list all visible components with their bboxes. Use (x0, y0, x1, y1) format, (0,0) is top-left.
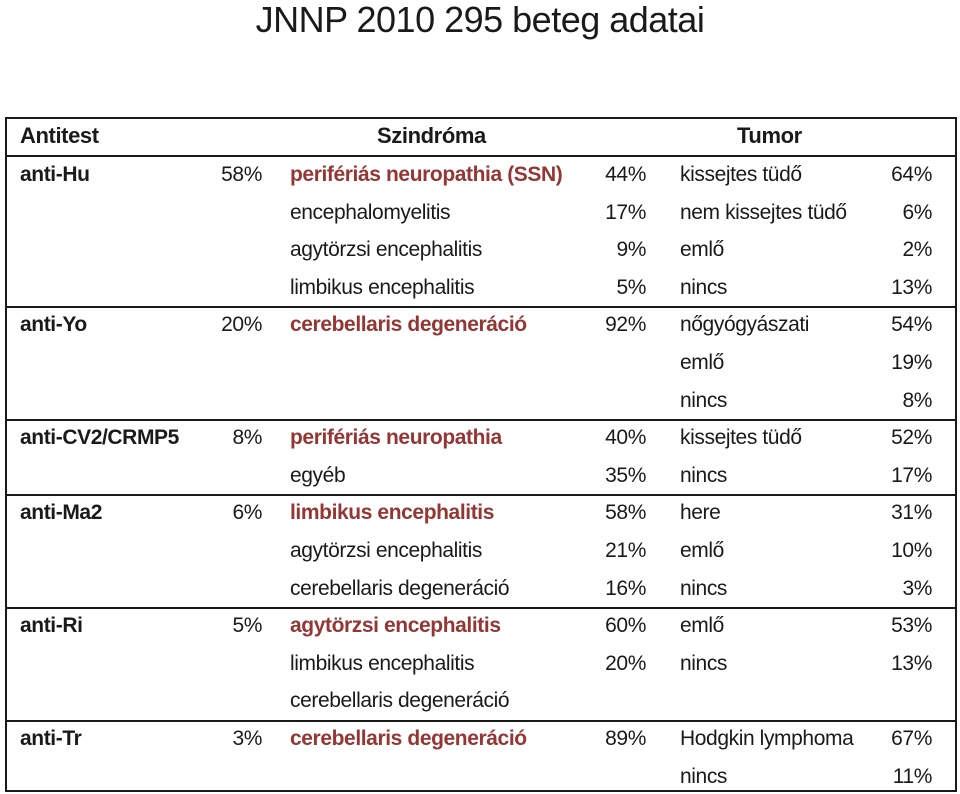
syndrome-percent: 58% (605, 501, 646, 525)
column-header-syndrome: Szindróma (377, 123, 486, 148)
tumor-percent: 64% (891, 163, 932, 186)
column-header-antibody: Antitest (20, 123, 99, 148)
syndrome-percent: 40% (605, 426, 646, 450)
tumor-percent: 52% (891, 426, 932, 450)
syndrome-percent: 17% (605, 200, 646, 224)
data-table (5, 117, 957, 792)
page-title: JNNP 2010 295 beteg adatai (255, 0, 705, 40)
tumor-name: nincs (680, 576, 728, 600)
antibody-name: anti-Ri (20, 614, 83, 638)
tumor-percent: 13% (891, 275, 932, 299)
tumor-name: Hodgkin lymphoma (680, 727, 854, 750)
tumor-percent: 67% (891, 727, 932, 750)
syndrome-percent: 44% (605, 163, 646, 186)
group-separator (5, 306, 957, 308)
syndrome-percent: 35% (605, 463, 646, 487)
syndrome-name: cerebellaris degeneráció (290, 576, 510, 600)
syndrome-name: egyéb (290, 463, 346, 487)
tumor-name: emlő (680, 539, 724, 562)
antibody-percent: 8% (232, 426, 262, 450)
antibody-percent: 20% (221, 313, 262, 337)
tumor-percent: 8% (902, 388, 932, 412)
antibody-percent: 6% (232, 501, 262, 525)
syndrome-name: cerebellaris degeneráció (290, 727, 527, 750)
syndrome-name: cerebellaris degeneráció (290, 689, 510, 713)
syndrome-percent: 16% (605, 576, 646, 600)
tumor-percent: 3% (902, 576, 932, 600)
syndrome-name: agytörzsi encephalitis (290, 614, 501, 638)
tumor-name: emlő (680, 238, 724, 262)
tumor-name: nincs (680, 388, 728, 412)
antibody-name: anti-CV2/CRMP5 (20, 426, 179, 450)
group-separator (5, 720, 957, 722)
tumor-percent: 2% (902, 238, 932, 262)
tumor-percent: 10% (891, 539, 932, 562)
tumor-percent: 54% (891, 313, 932, 337)
tumor-percent: 17% (891, 463, 932, 487)
tumor-percent: 19% (891, 351, 932, 374)
tumor-name: nem kissejtes tüdő (680, 200, 847, 224)
tumor-percent: 6% (902, 200, 932, 224)
antibody-name: anti-Ma2 (20, 501, 102, 525)
tumor-name: kissejtes tüdő (680, 163, 802, 186)
syndrome-percent: 89% (605, 727, 646, 750)
tumor-percent: 53% (891, 614, 932, 638)
syndrome-name: limbikus encephalitis (290, 651, 475, 675)
tumor-percent: 11% (892, 764, 933, 788)
tumor-name: nincs (680, 463, 728, 487)
syndrome-name: limbikus encephalitis (290, 501, 494, 525)
tumor-name: nincs (680, 764, 728, 788)
antibody-name: anti-Hu (20, 163, 90, 186)
antibody-percent: 58% (221, 163, 262, 186)
tumor-percent: 31% (891, 501, 932, 525)
syndrome-name: limbikus encephalitis (290, 275, 475, 299)
syndrome-name: perifériás neuropathia (SSN) (290, 163, 563, 186)
tumor-percent: 13% (891, 651, 932, 675)
syndrome-percent: 5% (616, 275, 646, 299)
antibody-name: anti-Tr (20, 727, 82, 750)
column-header-tumor: Tumor (737, 123, 802, 148)
group-separator (5, 419, 957, 421)
group-separator (5, 494, 957, 496)
header-divider (5, 155, 957, 157)
tumor-name: emlő (680, 351, 724, 374)
syndrome-name: agytörzsi encephalitis (290, 539, 482, 562)
syndrome-name: encephalomyelitis (290, 200, 451, 224)
antibody-name: anti-Yo (20, 313, 87, 337)
syndrome-percent: 20% (605, 651, 646, 675)
syndrome-name: perifériás neuropathia (290, 426, 502, 450)
antibody-percent: 5% (232, 614, 262, 638)
syndrome-percent: 60% (605, 614, 646, 638)
syndrome-percent: 9% (616, 238, 646, 262)
syndrome-name: agytörzsi encephalitis (290, 238, 482, 262)
syndrome-percent: 21% (605, 539, 646, 562)
tumor-name: nincs (680, 275, 728, 299)
antibody-percent: 3% (232, 727, 262, 750)
tumor-name: kissejtes tüdő (680, 426, 802, 450)
syndrome-percent: 92% (605, 313, 646, 337)
tumor-name: emlő (680, 614, 724, 638)
group-separator (5, 607, 957, 609)
tumor-name: nincs (680, 651, 728, 675)
syndrome-name: cerebellaris degeneráció (290, 313, 527, 337)
tumor-name: nőgyógyászati (680, 313, 810, 337)
tumor-name: here (680, 501, 721, 525)
